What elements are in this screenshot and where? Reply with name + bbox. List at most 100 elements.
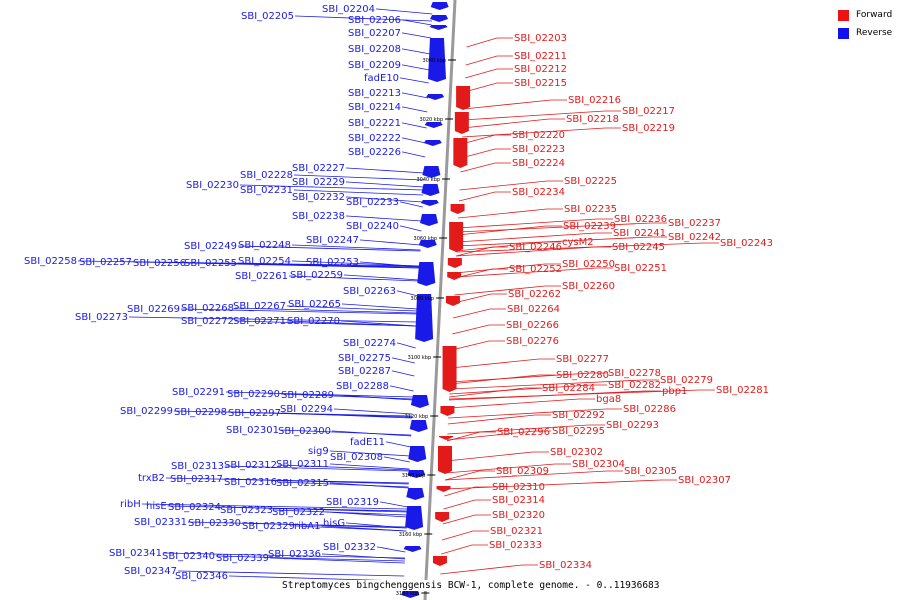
reverse-gene[interactable]: [410, 395, 429, 408]
reverse-gene-label[interactable]: SBI_02313: [171, 461, 224, 472]
reverse-gene-label[interactable]: SBI_02315: [276, 478, 329, 489]
forward-gene-label[interactable]: SBI_02279: [660, 375, 713, 386]
reverse-gene-label[interactable]: SBI_02259: [290, 270, 343, 281]
reverse-gene-label[interactable]: SBI_02253: [306, 257, 359, 268]
forward-gene-label[interactable]: SBI_02235: [564, 204, 617, 215]
reverse-gene-label[interactable]: SBI_02336: [268, 549, 321, 560]
forward-gene[interactable]: [440, 406, 455, 416]
forward-gene-label[interactable]: SBI_02278: [608, 368, 661, 379]
reverse-gene-label[interactable]: SBI_02273: [75, 312, 128, 323]
forward-gene[interactable]: [445, 296, 460, 306]
reverse-gene[interactable]: [403, 546, 422, 552]
forward-gene-label[interactable]: SBI_02246: [509, 242, 562, 253]
forward-gene-label[interactable]: SBI_02276: [506, 336, 559, 347]
reverse-gene-label[interactable]: hisG: [323, 518, 345, 529]
forward-gene-label[interactable]: SBI_02243: [720, 238, 773, 249]
reverse-gene-label[interactable]: SBI_02256: [133, 258, 186, 269]
forward-gene[interactable]: [454, 112, 469, 134]
forward-gene-label[interactable]: SBI_02220: [512, 130, 565, 141]
reverse-gene-label[interactable]: SBI_02269: [127, 304, 180, 315]
forward-gene-label[interactable]: bga8: [596, 394, 621, 405]
forward-gene[interactable]: [449, 222, 464, 252]
reverse-gene-label[interactable]: SBI_02272: [181, 316, 234, 327]
forward-gene-label[interactable]: pbp1: [662, 386, 687, 397]
forward-gene-label[interactable]: SBI_02282: [608, 380, 661, 391]
reverse-gene-label[interactable]: SBI_02265: [288, 299, 341, 310]
reverse-gene-label[interactable]: SBI_02232: [292, 192, 345, 203]
forward-gene-label[interactable]: SBI_02237: [668, 218, 721, 229]
reverse-gene-label[interactable]: SBI_02290: [227, 389, 280, 400]
reverse-gene-label[interactable]: hisE: [146, 501, 167, 512]
reverse-gene-label[interactable]: SBI_02270: [287, 316, 340, 327]
reverse-gene-label[interactable]: SBI_02297: [228, 408, 281, 419]
forward-gene-label[interactable]: SBI_02302: [550, 447, 603, 458]
forward-gene-label[interactable]: SBI_02305: [624, 466, 677, 477]
reverse-gene-label[interactable]: SBI_02299: [120, 406, 173, 417]
reverse-gene-label[interactable]: SBI_02274: [343, 338, 396, 349]
forward-gene-label[interactable]: SBI_02216: [568, 95, 621, 106]
reverse-gene[interactable]: [406, 488, 425, 500]
forward-gene-label[interactable]: SBI_02252: [509, 264, 562, 275]
reverse-gene-label[interactable]: SBI_02330: [188, 518, 241, 529]
forward-gene-label[interactable]: SBI_02293: [606, 420, 659, 431]
reverse-gene[interactable]: [405, 506, 424, 530]
reverse-gene-label[interactable]: SBI_02258: [24, 256, 77, 267]
reverse-gene-label[interactable]: sig9: [308, 446, 329, 457]
reverse-gene-label[interactable]: SBI_02204: [322, 4, 375, 15]
reverse-gene-label[interactable]: SBI_02213: [348, 88, 401, 99]
reverse-gene-label[interactable]: SBI_02240: [346, 221, 399, 232]
reverse-gene-label[interactable]: SBI_02289: [281, 390, 334, 401]
legend-item-reverse[interactable]: Reverse: [838, 26, 892, 40]
reverse-gene[interactable]: [420, 200, 439, 206]
forward-gene-label[interactable]: SBI_02236: [614, 214, 667, 225]
reverse-gene-label[interactable]: SBI_02229: [292, 177, 345, 188]
reverse-gene-label[interactable]: fadE11: [350, 437, 385, 448]
reverse-gene-label[interactable]: SBI_02257: [79, 257, 132, 268]
reverse-gene[interactable]: [409, 420, 428, 432]
reverse-gene-label[interactable]: SBI_02248: [238, 240, 291, 251]
reverse-gene-label[interactable]: SBI_02347: [124, 566, 177, 577]
reverse-gene-label[interactable]: SBI_02308: [330, 452, 383, 463]
forward-gene-label[interactable]: SBI_02251: [614, 263, 667, 274]
reverse-gene-label[interactable]: SBI_02231: [240, 185, 293, 196]
forward-gene-label[interactable]: SBI_02309: [496, 466, 549, 477]
reverse-gene-label[interactable]: SBI_02205: [241, 11, 294, 22]
forward-gene-label[interactable]: SBI_02307: [678, 475, 731, 486]
forward-gene-label[interactable]: SBI_02280: [556, 370, 609, 381]
reverse-gene-label[interactable]: SBI_02209: [348, 60, 401, 71]
reverse-gene-label[interactable]: SBI_02301: [226, 425, 279, 436]
forward-gene-label[interactable]: SBI_02250: [562, 259, 615, 270]
reverse-gene-label[interactable]: SBI_02329: [242, 521, 295, 532]
reverse-gene-label[interactable]: SBI_02346: [175, 571, 228, 582]
forward-gene-label[interactable]: SBI_02245: [612, 242, 665, 253]
reverse-gene-label[interactable]: SBI_02222: [348, 133, 401, 144]
reverse-gene-label[interactable]: SBI_02247: [306, 235, 359, 246]
reverse-gene-label[interactable]: SBI_02254: [238, 256, 291, 267]
reverse-gene-label[interactable]: SBI_02226: [348, 147, 401, 158]
reverse-gene[interactable]: [424, 122, 443, 128]
forward-gene-label[interactable]: SBI_02225: [564, 176, 617, 187]
reverse-gene-label[interactable]: SBI_02288: [336, 381, 389, 392]
reverse-gene[interactable]: [418, 240, 437, 248]
forward-gene-label[interactable]: SBI_02215: [514, 78, 567, 89]
reverse-gene-label[interactable]: ribH: [120, 499, 141, 510]
forward-gene-label[interactable]: SBI_02333: [489, 540, 542, 551]
reverse-gene[interactable]: [415, 294, 434, 342]
reverse-gene[interactable]: [407, 470, 426, 478]
reverse-gene-label[interactable]: SBI_02208: [348, 44, 401, 55]
forward-gene[interactable]: [447, 258, 462, 268]
reverse-gene-label[interactable]: SBI_02332: [323, 542, 376, 553]
forward-gene-label[interactable]: SBI_02292: [552, 410, 605, 421]
forward-gene-label[interactable]: SBI_02296: [497, 427, 550, 438]
forward-gene-label[interactable]: SBI_02218: [566, 114, 619, 125]
reverse-gene[interactable]: [428, 38, 446, 82]
forward-gene-label[interactable]: SBI_02234: [512, 187, 565, 198]
reverse-gene-label[interactable]: SBI_02267: [233, 301, 286, 312]
reverse-gene-label[interactable]: SBI_02268: [181, 303, 234, 314]
forward-gene-label[interactable]: SBI_02264: [507, 304, 560, 315]
reverse-gene-label[interactable]: SBI_02316: [224, 477, 277, 488]
forward-gene-label[interactable]: SBI_02321: [490, 526, 543, 537]
forward-gene[interactable]: [447, 272, 462, 280]
reverse-gene-label[interactable]: SBI_02275: [338, 353, 391, 364]
forward-gene-label[interactable]: SBI_02295: [552, 426, 605, 437]
